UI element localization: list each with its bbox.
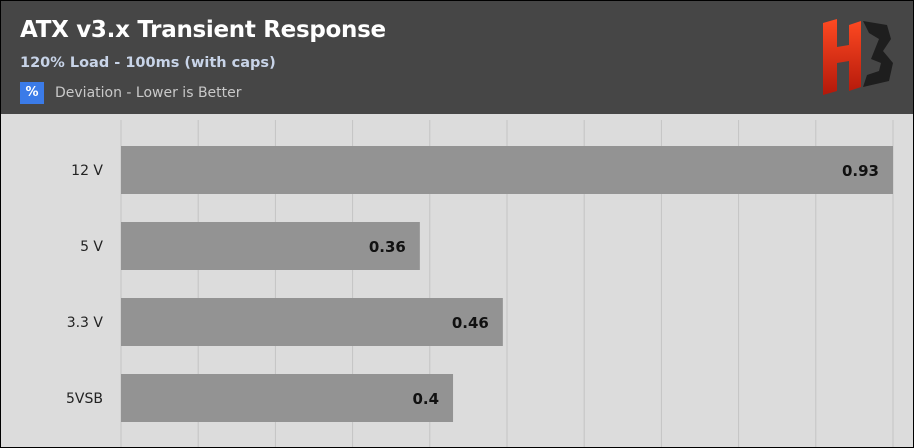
chart-title: ATX v3.x Transient Response [20, 17, 386, 43]
value-label: 0.93 [842, 162, 879, 180]
hb-logo-icon [823, 19, 893, 95]
category-label: 3.3 V [67, 315, 104, 331]
chart-subtitle: 120% Load - 100ms (with caps) [20, 55, 276, 71]
category-label: 5 V [80, 239, 103, 255]
category-label: 12 V [71, 163, 103, 179]
bar-5-v [121, 222, 420, 270]
bar-5vsb [121, 374, 454, 422]
value-label: 0.46 [452, 314, 489, 332]
unit-badge: % [20, 82, 44, 104]
category-label: 5VSB [66, 391, 103, 407]
chart-header: ATX v3.x Transient Response 120% Load - … [1, 1, 913, 114]
bar-chart: 12 V 0.93 5 V 0.36 3.3 V 0.46 5VSB 0.4 [66, 120, 894, 447]
bar-12-v [121, 146, 893, 194]
unit-description: Deviation - Lower is Better [55, 85, 242, 101]
bar-3-3-v [121, 298, 503, 346]
value-label: 0.36 [369, 238, 406, 256]
value-label: 0.4 [412, 390, 439, 408]
